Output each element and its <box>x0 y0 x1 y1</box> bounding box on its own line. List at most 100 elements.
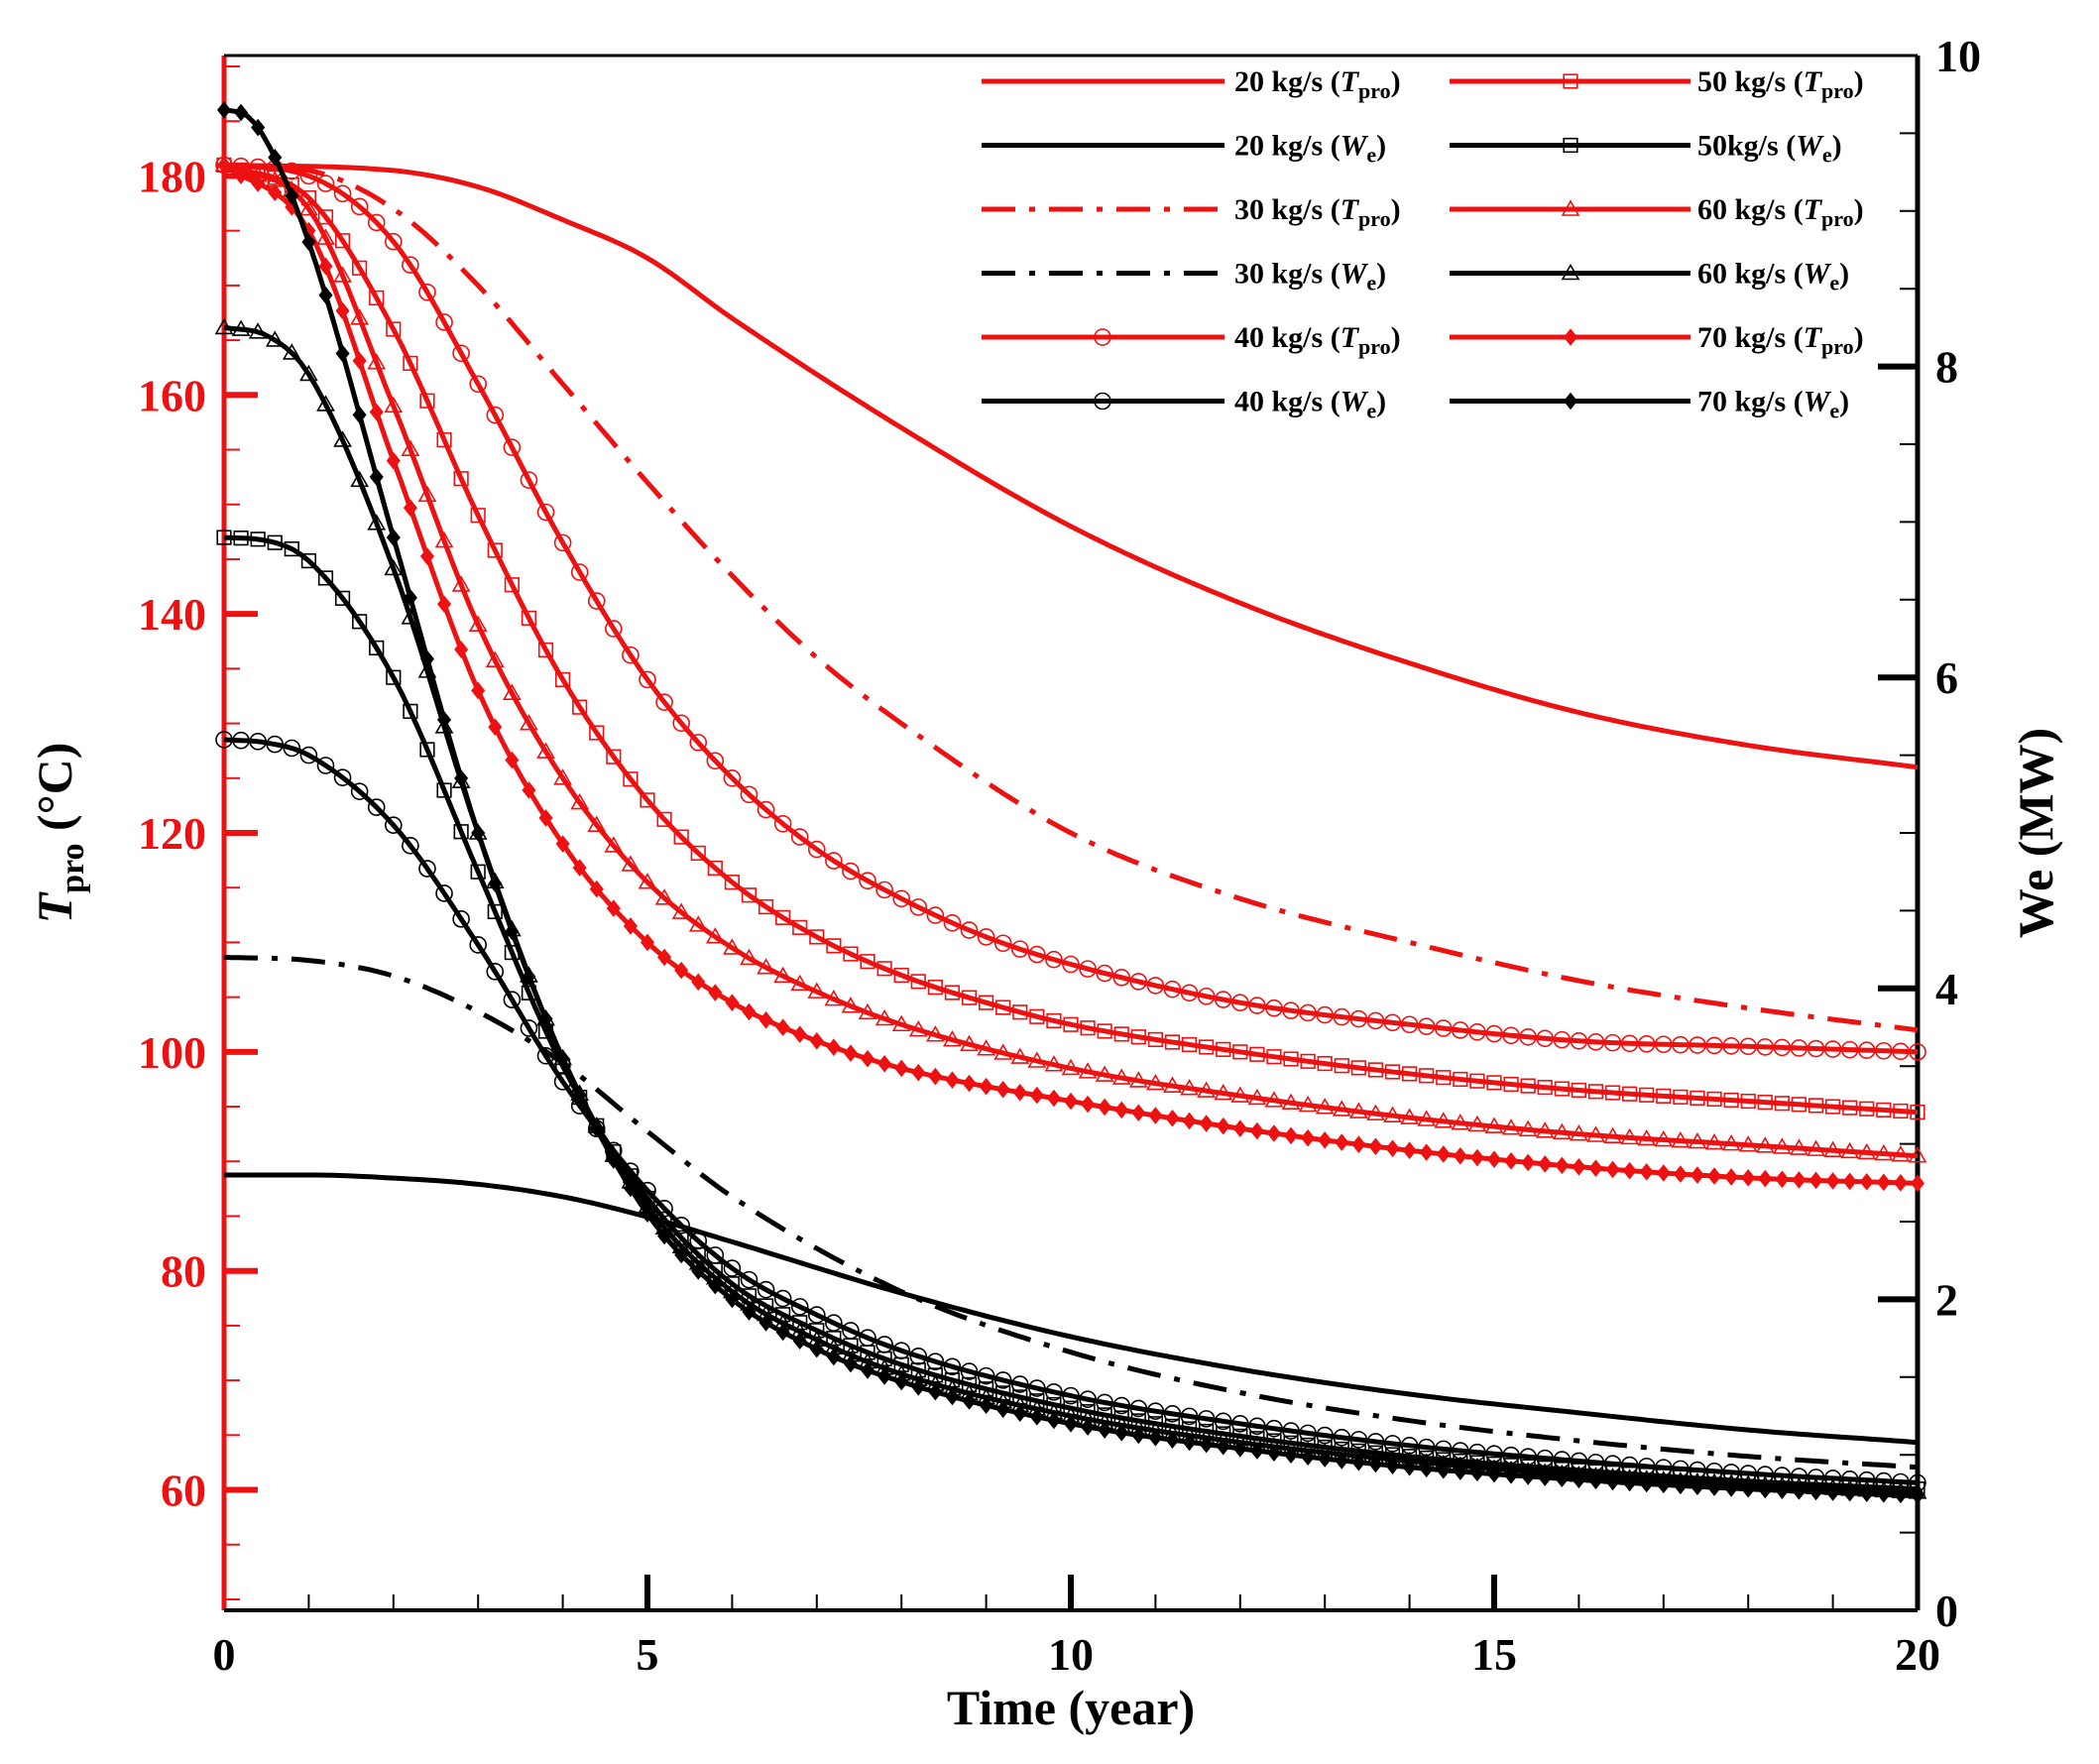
series-marker-t60 <box>1230 1086 1250 1103</box>
series-marker-w40 <box>1180 1407 1199 1426</box>
series-marker-t70 <box>1318 1131 1333 1149</box>
series-marker-t40 <box>1452 1021 1469 1039</box>
series-marker-w40 <box>773 1289 792 1308</box>
series-marker-t60 <box>1332 1100 1351 1117</box>
series-marker-t70 <box>1029 1086 1044 1105</box>
legend-entry-w70: 70 kg/s (We) <box>1450 386 1849 423</box>
series-marker-w70 <box>843 1354 859 1373</box>
series-marker-w70 <box>216 101 232 119</box>
series-marker-w60 <box>231 319 251 336</box>
series-marker-w40 <box>926 1352 945 1371</box>
series-marker-w40 <box>1045 1383 1063 1401</box>
series-marker-t50 <box>1807 1098 1824 1114</box>
series-marker-t70 <box>1081 1095 1096 1114</box>
series-marker-t60 <box>1061 1058 1081 1076</box>
series-marker-t40 <box>1248 997 1266 1014</box>
series-marker-t50 <box>1554 1081 1570 1097</box>
series-w20 <box>224 1172 1919 1446</box>
series-marker-t70 <box>1792 1171 1807 1189</box>
series-marker-t60 <box>417 485 437 503</box>
series-marker-w70 <box>301 233 316 251</box>
series-marker-w70 <box>1283 1446 1299 1465</box>
series-marker-t40 <box>977 928 995 946</box>
series-marker-w70 <box>352 406 367 424</box>
series-marker-t50 <box>1825 1099 1841 1115</box>
series-marker-w40 <box>807 1306 826 1324</box>
series-marker-t50 <box>1656 1088 1672 1104</box>
series-marker-w70 <box>1318 1450 1333 1468</box>
series-marker-t50 <box>1587 1084 1604 1100</box>
series-marker-t60 <box>1315 1098 1335 1115</box>
series-marker-t40 <box>1010 940 1029 958</box>
series-marker-t70 <box>1741 1169 1756 1187</box>
series-marker-t70 <box>1656 1164 1671 1182</box>
series-marker-t70 <box>1199 1115 1214 1132</box>
series-line-t50 <box>223 163 1919 1116</box>
series-marker-t70 <box>1706 1167 1722 1185</box>
series-marker-t60 <box>1891 1145 1911 1162</box>
series-marker-w40 <box>1010 1375 1029 1393</box>
series-marker-t40 <box>842 862 860 881</box>
series-marker-t40 <box>316 175 335 192</box>
series-marker-t70 <box>471 681 486 700</box>
series-marker-t70 <box>809 1032 824 1050</box>
series-marker-t40 <box>740 785 758 804</box>
legend-entry-w60: 60 kg/s (We) <box>1450 258 1849 295</box>
legend-marker-w50 <box>1563 137 1578 154</box>
series-marker-t50 <box>758 898 774 915</box>
series-marker-t50 <box>1842 1100 1858 1116</box>
series-marker-w70 <box>1114 1424 1129 1442</box>
series-marker-t60 <box>1501 1118 1521 1135</box>
series-marker-t50 <box>961 990 978 1005</box>
legend-label-prefix: 30 kg/s ( <box>1234 193 1341 226</box>
legend-label-prefix: 60 kg/s ( <box>1697 258 1804 291</box>
series-marker-w70 <box>1216 1437 1230 1456</box>
y-left-title-var: T <box>27 890 82 923</box>
series-marker-t50 <box>1706 1091 1722 1108</box>
legend-label-sub: pro <box>1821 334 1854 359</box>
series-marker-t50 <box>403 355 418 372</box>
series-marker-t70 <box>995 1080 1010 1099</box>
series-marker-t50 <box>1113 1026 1129 1042</box>
legend-label-suffix: ) <box>1839 258 1849 291</box>
series-marker-t40 <box>1705 1036 1723 1055</box>
series-marker-t50 <box>1520 1078 1536 1094</box>
series-marker-t40 <box>418 283 436 301</box>
series-marker-w50 <box>487 903 503 920</box>
series-marker-t60 <box>502 683 522 700</box>
series-marker-w40 <box>1079 1390 1097 1408</box>
series-marker-t50 <box>436 432 452 448</box>
legend-label-suffix: ) <box>1391 65 1401 98</box>
series-marker-w70 <box>725 1290 740 1309</box>
series-marker-w70 <box>1910 1486 1925 1504</box>
series-marker-t60 <box>1366 1104 1385 1120</box>
series-marker-t50 <box>1012 1004 1028 1020</box>
series-marker-t50 <box>487 542 503 558</box>
series-marker-t50 <box>1283 1051 1299 1067</box>
series-marker-t70 <box>1368 1137 1383 1156</box>
legend-label-suffix: ) <box>1854 193 1864 226</box>
series-marker-t40 <box>1096 964 1113 983</box>
series-marker-w70 <box>640 1205 655 1223</box>
series-marker-w70 <box>623 1179 638 1198</box>
series-marker-t60 <box>1823 1140 1842 1158</box>
series-marker-t50 <box>1334 1058 1349 1074</box>
series-marker-t50 <box>690 845 706 862</box>
series-marker-t40 <box>1045 950 1063 969</box>
series-line-w70 <box>223 107 1919 1498</box>
series-marker-t70 <box>572 859 587 877</box>
series-marker-t60 <box>1247 1088 1267 1106</box>
legend-label-sub: e <box>1366 143 1376 168</box>
series-marker-w70 <box>1758 1480 1773 1499</box>
series-marker-t40 <box>1349 1009 1368 1028</box>
legend-entry-t20: 20 kg/s (Tpro) <box>982 65 1401 103</box>
series-marker-t50 <box>1130 1029 1146 1045</box>
series-marker-w70 <box>1232 1440 1247 1458</box>
series-marker-t60 <box>1298 1095 1318 1113</box>
series-marker-t70 <box>657 948 672 967</box>
series-marker-t60 <box>841 997 861 1013</box>
series-marker-t60 <box>1111 1068 1131 1085</box>
series-marker-t60 <box>1484 1117 1504 1133</box>
series-marker-t60 <box>384 396 404 413</box>
